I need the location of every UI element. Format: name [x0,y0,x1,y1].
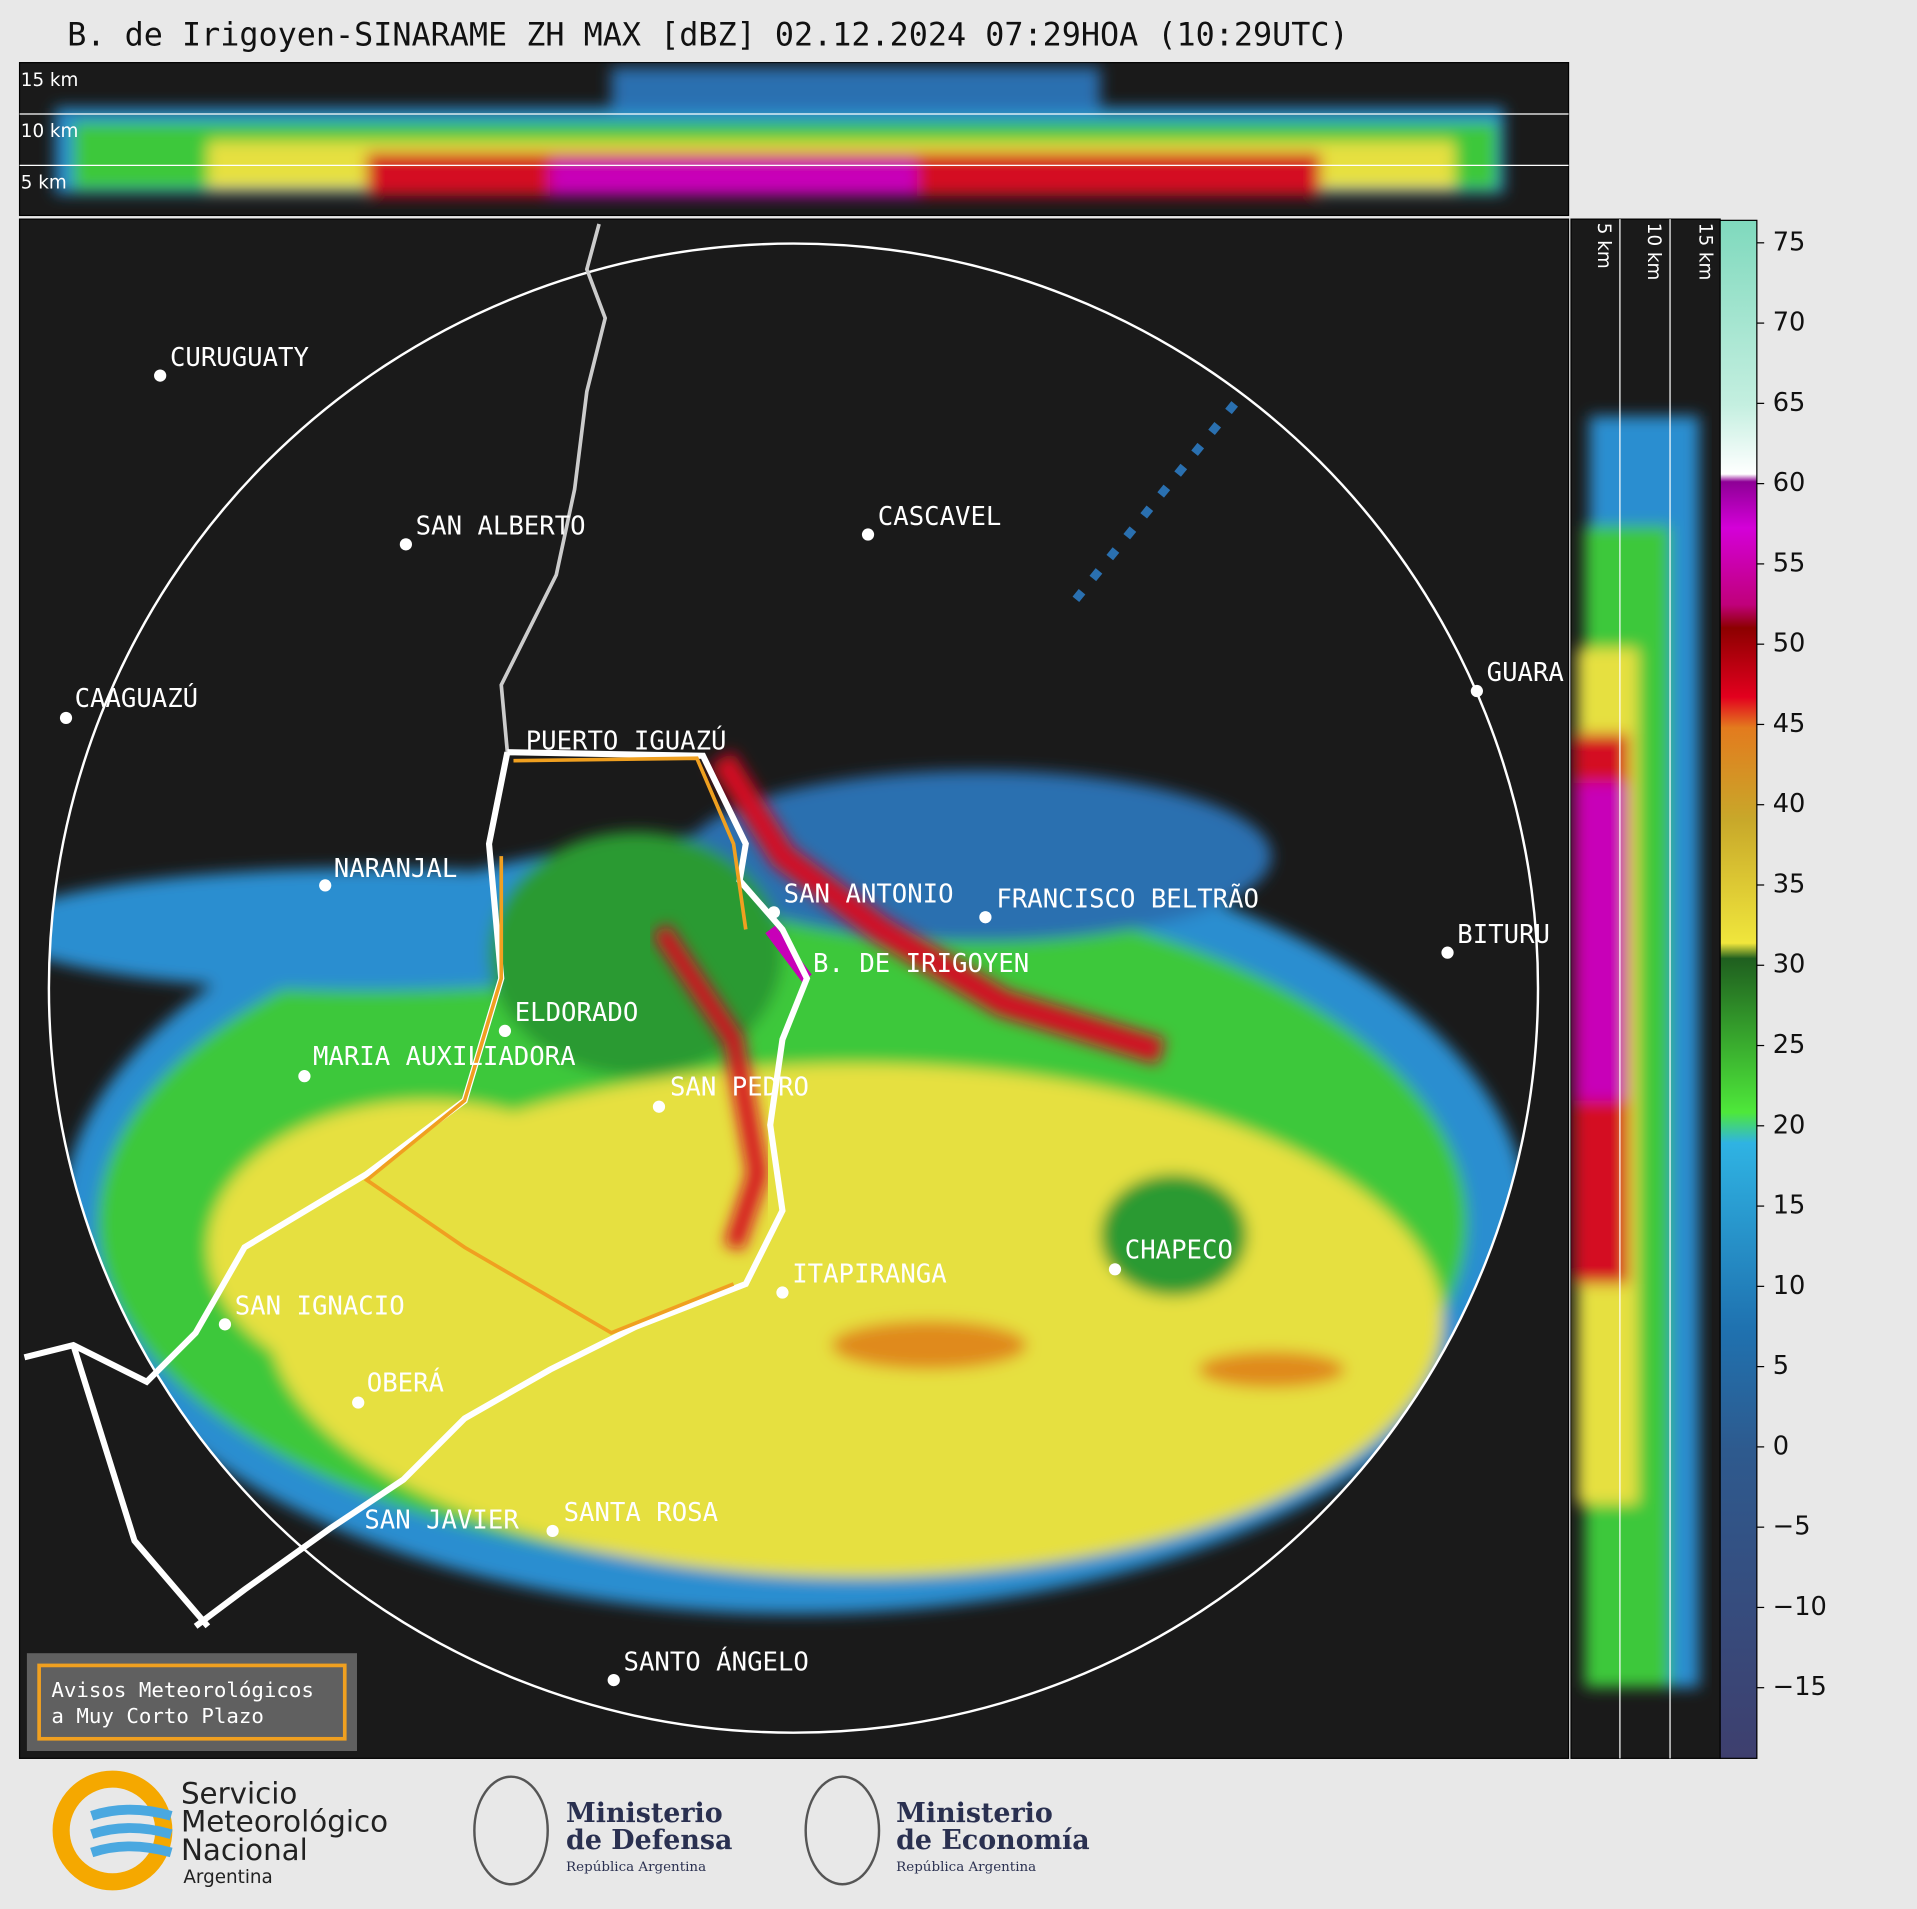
warning-text: Avisos Meteorológicos [51,1678,314,1702]
warning-frame [37,1663,347,1741]
logo-text: Ministerio [566,1798,723,1829]
province-border [363,756,748,1335]
city-label: BITURU [1457,920,1550,950]
logo-text: Ministerio [896,1798,1053,1829]
city-label: SANTO ÁNGELO [624,1645,809,1677]
colorbar-tick-label: 45 [1773,709,1806,739]
city: SAN IGNACIO [218,1292,405,1331]
colorbar-tick-label: −10 [1773,1592,1827,1622]
city: SAN PEDRO [652,1073,809,1113]
city-label: B. DE IRIGOYEN [813,949,1029,979]
logo-text: Servicio [181,1777,297,1811]
colorbar-tick-label: 75 [1773,227,1806,257]
logo-economia: Ministerio de Economía República Argenti… [804,1775,1090,1886]
height-label: 5 km [21,173,67,194]
warning-text: a Muy Corto Plazo [51,1704,264,1728]
city: NARANJAL [319,854,457,892]
logo-text: Nacional [181,1833,308,1867]
logo-text: Meteorológico [181,1805,388,1839]
city: SANTA ROSA [546,1498,718,1538]
colorbar-tick-label: −5 [1773,1512,1811,1542]
city: BITURU [1441,920,1550,959]
city: GUARA [1470,658,1564,698]
cities: CURUGUATY SAN ALBERTO CASCAVEL CAAGUAZÚ … [59,343,1564,1687]
border [23,749,811,1629]
city-label: ITAPIRANGA [792,1260,946,1290]
city-label: CURUGUATY [170,343,309,373]
colorbar-tick-label: 5 [1773,1351,1789,1381]
city: CHAPECO [1108,1235,1233,1276]
colorbar-tick-label: 70 [1773,308,1806,338]
logo-text: de Economía [896,1825,1090,1856]
colorbar-tick-label: 55 [1773,548,1806,578]
colorbar-tick-label: 65 [1773,388,1806,418]
logo-text: República Argentina [566,1860,706,1875]
city-label: ELDORADO [515,998,639,1028]
colorbar [1719,219,1758,1759]
city-label: SAN IGNACIO [235,1292,405,1322]
colorbar-tick-label: −15 [1773,1672,1827,1702]
logo-text: Argentina [183,1867,272,1888]
logo-defensa: Ministerio de Defensa República Argentin… [473,1775,732,1886]
colorbar-tick-label: 35 [1773,869,1806,899]
logo-text: República Argentina [896,1860,1036,1875]
range-ring [47,242,1540,1734]
city-label: GUARA [1487,658,1564,688]
city-label: FRANCISCO BELTRÃO [996,882,1259,914]
city: SAN ALBERTO [399,512,586,551]
city-label: CASCAVEL [878,502,1002,532]
colorbar-tick-label: 15 [1773,1191,1806,1221]
height-label: 10 km [1643,223,1664,281]
colorbar-tick-label: 25 [1773,1030,1806,1060]
side-echo [1573,415,1700,1688]
radar-echo [48,401,1529,1615]
city: ITAPIRANGA [776,1260,947,1299]
city-label: OBERÁ [367,1367,444,1399]
river [499,223,608,753]
height-label: 15 km [1694,223,1715,281]
city-label: SAN JAVIER [364,1505,519,1535]
colorbar-tick-label: 0 [1773,1431,1789,1461]
city: PUERTO IGUAZÚ [526,725,727,757]
logo-text: de Defensa [566,1825,732,1856]
colorbar-tick-label: 60 [1773,468,1806,498]
city-label: MARIA AUXILIADORA [313,1042,576,1072]
city: CASCAVEL [861,502,1002,541]
city: FRANCISCO BELTRÃO [979,882,1259,924]
city-label: PUERTO IGUAZÚ [526,725,727,757]
city: MARIA AUXILIADORA [298,1042,576,1083]
height-label: 5 km [1593,223,1614,269]
height-label: 10 km [21,121,79,142]
city: OBERÁ [352,1367,444,1409]
colorbar-tick-label: 50 [1773,629,1806,659]
city-label: CAAGUAZÚ [75,682,199,714]
city: ELDORADO [498,998,639,1038]
city-label: SAN ANTONIO [784,880,954,910]
colorbar-tick-label: 40 [1773,789,1806,819]
city-label: SAN ALBERTO [416,512,586,542]
city: SAN JAVIER [364,1505,519,1535]
colorbar-tick-label: 20 [1773,1110,1806,1140]
city-label: CHAPECO [1125,1235,1233,1265]
colorbar-tick-label: 30 [1773,950,1806,980]
city: SAN ANTONIO [767,880,954,919]
logo-smn: Servicio Meteorológico Nacional Argentin… [52,1770,388,1891]
height-label: 15 km [21,70,79,91]
city: SANTO ÁNGELO [607,1645,809,1687]
city: CURUGUATY [154,343,309,382]
city-label: SAN PEDRO [670,1073,809,1103]
city: B. DE IRIGOYEN [813,949,1029,979]
colorbar-tick-label: 10 [1773,1271,1806,1301]
city-label: NARANJAL [334,854,458,884]
warning-box[interactable] [26,1653,357,1752]
title: B. de Irigoyen-SINARAME ZH MAX [dBZ] 02.… [67,18,1348,54]
city-label: SANTA ROSA [564,1498,718,1528]
city: CAAGUAZÚ [59,682,199,725]
